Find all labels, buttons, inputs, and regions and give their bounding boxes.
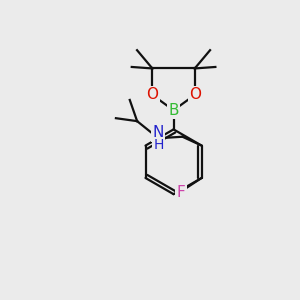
Text: F: F	[177, 185, 185, 200]
Text: N: N	[153, 125, 164, 140]
Text: O: O	[189, 87, 201, 102]
Text: H: H	[153, 138, 164, 152]
Text: B: B	[168, 103, 179, 118]
Text: O: O	[146, 87, 158, 102]
